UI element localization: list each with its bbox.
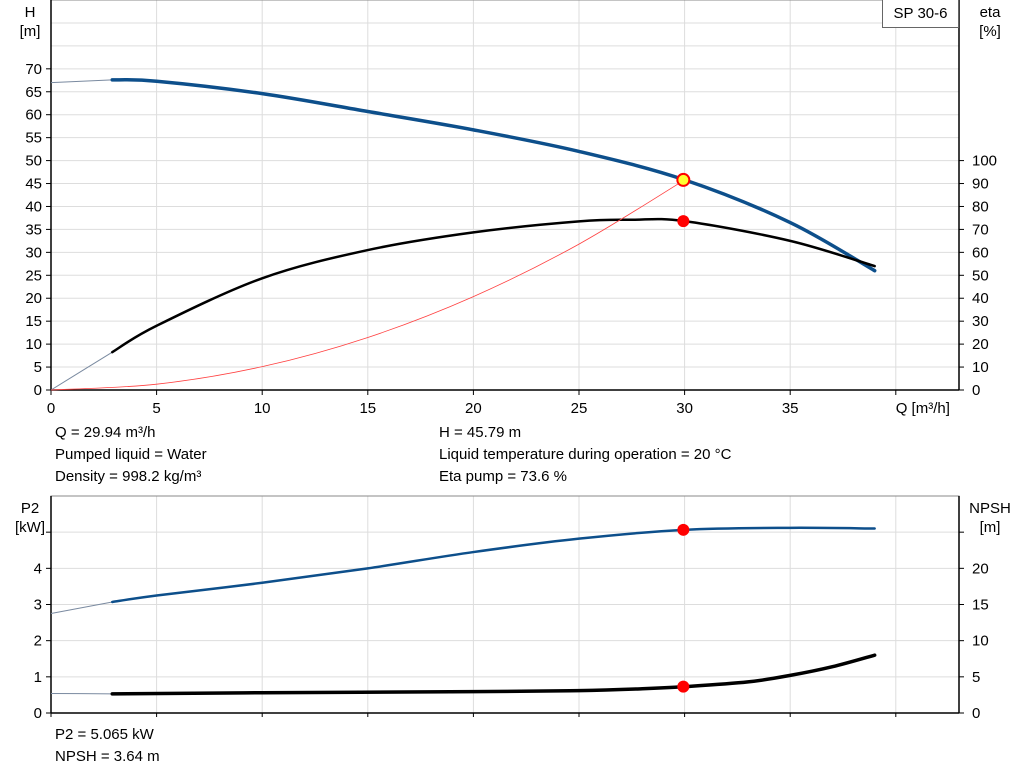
x-tick-label: 30 bbox=[676, 400, 693, 417]
info-flow: Q = 29.94 m³/h bbox=[55, 424, 156, 441]
y-right-tick-label: 0 bbox=[972, 382, 980, 399]
y-right-tick-label: 100 bbox=[972, 153, 997, 170]
y-left-tick-label: 4 bbox=[34, 560, 42, 577]
eta-point-marker bbox=[677, 215, 690, 228]
curve-head bbox=[110, 77, 877, 273]
y-right-tick-label: 20 bbox=[972, 336, 989, 353]
y-left-tick-label: 60 bbox=[25, 107, 42, 124]
x-axis-label: Q [m³/h] bbox=[896, 400, 950, 417]
plot-frame bbox=[50, 0, 960, 391]
info-eta: Eta pump = 73.6 % bbox=[439, 468, 567, 485]
y-right-unit: [%] bbox=[979, 23, 1001, 40]
info-head: H = 45.79 m bbox=[439, 424, 522, 441]
curve-system bbox=[50, 179, 685, 391]
y-right-tick-label: 10 bbox=[972, 359, 989, 376]
y-left-tick-label: 25 bbox=[25, 267, 42, 284]
curve-p2-extrapolated bbox=[50, 601, 113, 615]
info-temperature: Liquid temperature during operation = 20… bbox=[439, 446, 732, 463]
y-left-tick-label: 50 bbox=[25, 153, 42, 170]
y-right-label: eta bbox=[980, 4, 1002, 21]
info-liquid: Pumped liquid = Water bbox=[55, 446, 207, 463]
y-left-tick-label: 35 bbox=[25, 221, 42, 238]
y-right-tick-label: 30 bbox=[972, 313, 989, 330]
y-left-tick-label: 70 bbox=[25, 61, 42, 78]
y-left-label: H bbox=[25, 4, 36, 21]
y-right-tick-label: 90 bbox=[972, 176, 989, 193]
p2-point-marker bbox=[677, 523, 690, 536]
x-tick-label: 20 bbox=[465, 400, 482, 417]
pump-model-box: SP 30-6 bbox=[882, 0, 959, 28]
y-left-tick-label: 3 bbox=[34, 597, 42, 614]
y-left-tick-label: 45 bbox=[25, 176, 42, 193]
y-left-tick-label: 20 bbox=[25, 290, 42, 307]
y-left-tick-label: 0 bbox=[34, 705, 42, 722]
y-right-tick-label: 0 bbox=[972, 705, 980, 722]
duty-point-marker bbox=[676, 172, 691, 187]
y-left-tick-label: 2 bbox=[34, 633, 42, 650]
npsh-point-marker bbox=[677, 680, 690, 693]
y-right-tick-label: 70 bbox=[972, 221, 989, 238]
curve-head-extrapolated bbox=[50, 79, 113, 84]
y-left-tick-label: 55 bbox=[25, 130, 42, 147]
y-right-label: NPSH bbox=[969, 500, 1011, 517]
curve-npsh bbox=[110, 653, 877, 696]
info-p2: P2 = 5.065 kW bbox=[55, 726, 154, 743]
x-tick-label: 10 bbox=[254, 400, 271, 417]
y-right-tick-label: 80 bbox=[972, 198, 989, 215]
y-left-unit: [kW] bbox=[15, 519, 45, 536]
y-left-tick-label: 65 bbox=[25, 84, 42, 101]
y-right-tick-label: 15 bbox=[972, 597, 989, 614]
y-right-tick-label: 20 bbox=[972, 560, 989, 577]
y-left-tick-label: 1 bbox=[34, 669, 42, 686]
x-tick-label: 15 bbox=[359, 400, 376, 417]
y-right-tick-label: 50 bbox=[972, 267, 989, 284]
y-right-tick-label: 60 bbox=[972, 244, 989, 261]
curve-efficiency bbox=[110, 217, 876, 354]
info-density: Density = 998.2 kg/m³ bbox=[55, 468, 202, 485]
y-left-tick-label: 40 bbox=[25, 198, 42, 215]
y-left-unit: [m] bbox=[20, 23, 41, 40]
info-npsh: NPSH = 3.64 m bbox=[55, 748, 160, 765]
y-right-tick-label: 5 bbox=[972, 669, 980, 686]
x-tick-label: 0 bbox=[47, 400, 55, 417]
y-left-tick-label: 15 bbox=[25, 313, 42, 330]
y-right-tick-label: 10 bbox=[972, 633, 989, 650]
curve-efficiency-extrapolated bbox=[50, 351, 113, 391]
y-left-tick-label: 10 bbox=[25, 336, 42, 353]
y-left-tick-label: 30 bbox=[25, 244, 42, 261]
y-right-tick-label: 40 bbox=[972, 290, 989, 307]
y-right-unit: [m] bbox=[980, 519, 1001, 536]
x-tick-label: 35 bbox=[782, 400, 799, 417]
x-tick-label: 25 bbox=[571, 400, 588, 417]
x-tick-label: 5 bbox=[152, 400, 160, 417]
y-left-tick-label: 0 bbox=[34, 382, 42, 399]
y-left-tick-label: 5 bbox=[34, 359, 42, 376]
y-left-label: P2 bbox=[21, 500, 39, 517]
curve-p2 bbox=[110, 526, 876, 604]
